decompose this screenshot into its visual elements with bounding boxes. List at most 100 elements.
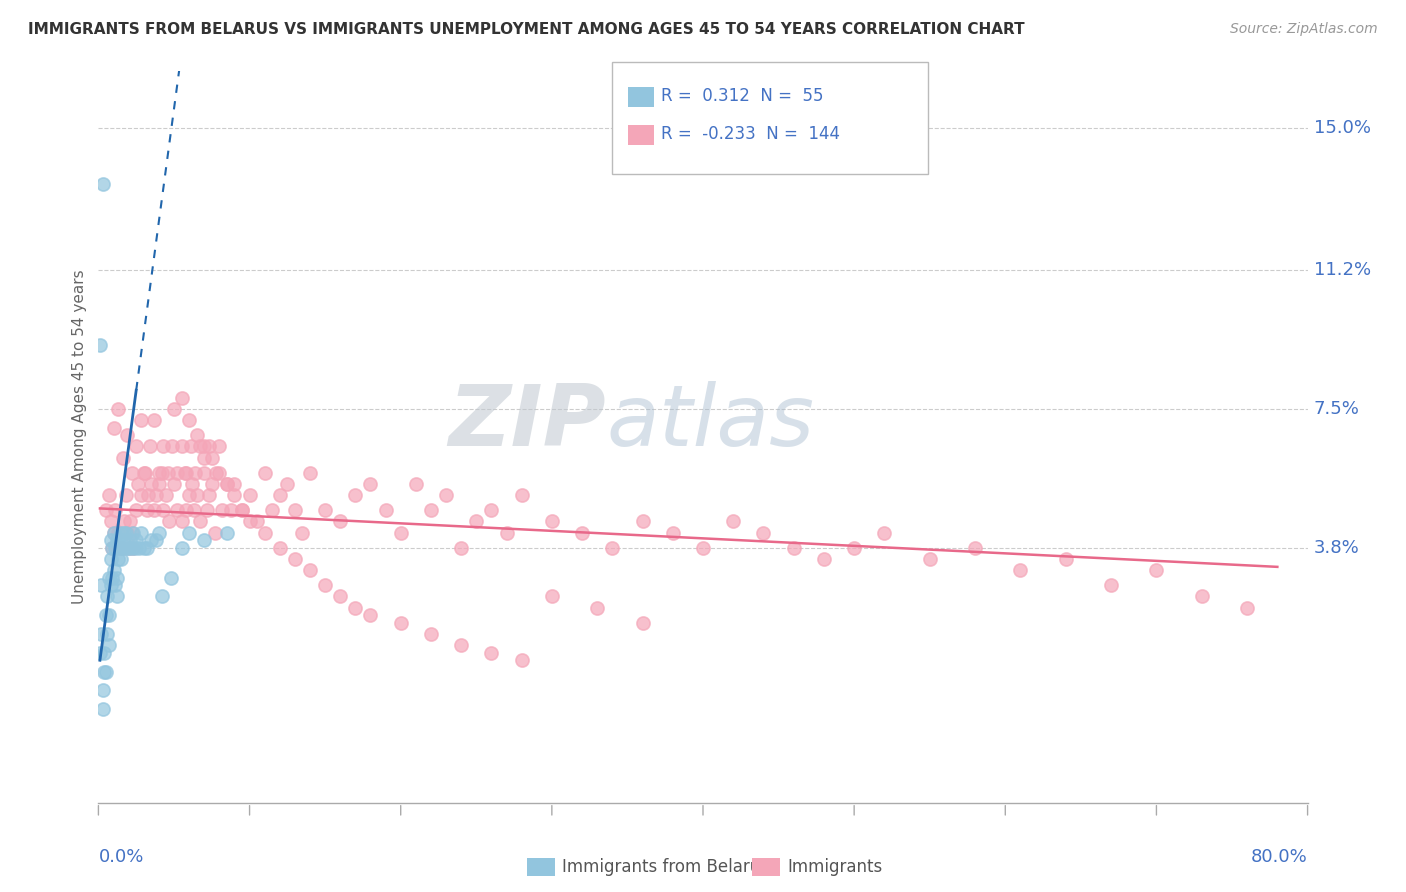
Point: [195, 503, 218, 517]
Text: Immigrants from Belarus: Immigrants from Belarus: [562, 858, 769, 876]
Point: [224, 477, 246, 491]
Point: [723, 515, 745, 529]
Point: [110, 525, 132, 540]
Point: [129, 525, 152, 540]
Point: [159, 515, 181, 529]
Point: [91, 702, 114, 716]
Point: [179, 413, 201, 427]
Point: [450, 638, 472, 652]
Point: [148, 525, 170, 540]
Point: [1010, 563, 1032, 577]
Point: [112, 515, 135, 529]
Point: [115, 541, 138, 555]
Point: [239, 515, 262, 529]
Point: [141, 533, 163, 548]
Point: [193, 466, 215, 480]
Point: [1099, 578, 1122, 592]
Point: [783, 541, 806, 555]
Point: [181, 477, 204, 491]
Point: [103, 563, 125, 577]
Point: [101, 541, 124, 555]
Point: [540, 590, 562, 604]
Point: [152, 503, 174, 517]
Text: 7.5%: 7.5%: [1313, 400, 1360, 418]
Point: [111, 541, 134, 555]
Point: [692, 541, 714, 555]
Point: [329, 590, 352, 604]
Point: [239, 488, 262, 502]
Point: [129, 488, 152, 502]
Point: [98, 638, 121, 652]
Point: [208, 440, 231, 454]
Point: [170, 391, 193, 405]
Text: 0.0%: 0.0%: [98, 847, 143, 866]
Point: [179, 488, 201, 502]
Point: [389, 615, 412, 630]
Point: [125, 533, 148, 548]
Point: [450, 541, 472, 555]
Point: [186, 488, 208, 502]
Point: [224, 488, 246, 502]
Point: [162, 440, 184, 454]
Point: [813, 552, 835, 566]
Point: [184, 466, 207, 480]
Point: [344, 488, 367, 502]
Point: [360, 477, 382, 491]
Point: [299, 563, 322, 577]
Point: [246, 515, 269, 529]
Point: [253, 525, 276, 540]
Point: [134, 466, 156, 480]
Point: [284, 552, 307, 566]
Point: [120, 533, 142, 548]
Point: [132, 541, 155, 555]
Point: [215, 525, 238, 540]
Point: [96, 590, 118, 604]
Point: [105, 541, 128, 555]
Point: [586, 600, 609, 615]
Point: [374, 503, 396, 517]
Point: [104, 541, 127, 555]
Point: [193, 440, 215, 454]
Text: 11.2%: 11.2%: [1313, 261, 1371, 279]
Point: [253, 466, 276, 480]
Point: [89, 338, 111, 352]
Point: [90, 627, 112, 641]
Point: [91, 683, 114, 698]
Text: Source: ZipAtlas.com: Source: ZipAtlas.com: [1230, 22, 1378, 37]
Point: [89, 646, 111, 660]
Point: [174, 503, 197, 517]
Point: [101, 571, 124, 585]
Point: [100, 515, 122, 529]
Text: R =  -0.233  N =  144: R = -0.233 N = 144: [661, 125, 839, 143]
Point: [602, 541, 624, 555]
Point: [205, 466, 228, 480]
Point: [918, 552, 941, 566]
Point: [152, 440, 174, 454]
Point: [631, 515, 654, 529]
Point: [481, 646, 503, 660]
Point: [1054, 552, 1077, 566]
Text: 15.0%: 15.0%: [1313, 119, 1371, 136]
Point: [193, 533, 215, 548]
Point: [141, 477, 163, 491]
Point: [291, 525, 314, 540]
Point: [174, 466, 197, 480]
Point: [111, 541, 134, 555]
Point: [94, 608, 117, 623]
Point: [186, 428, 208, 442]
Point: [150, 466, 173, 480]
Point: [299, 466, 322, 480]
Point: [132, 466, 155, 480]
Text: R =  0.312  N =  55: R = 0.312 N = 55: [661, 87, 824, 105]
Point: [188, 515, 211, 529]
Point: [360, 608, 382, 623]
Point: [101, 541, 124, 555]
Point: [170, 541, 193, 555]
Point: [100, 552, 122, 566]
Point: [121, 541, 143, 555]
Point: [90, 578, 112, 592]
Point: [98, 571, 121, 585]
Point: [571, 525, 593, 540]
Point: [122, 525, 145, 540]
Point: [129, 413, 152, 427]
